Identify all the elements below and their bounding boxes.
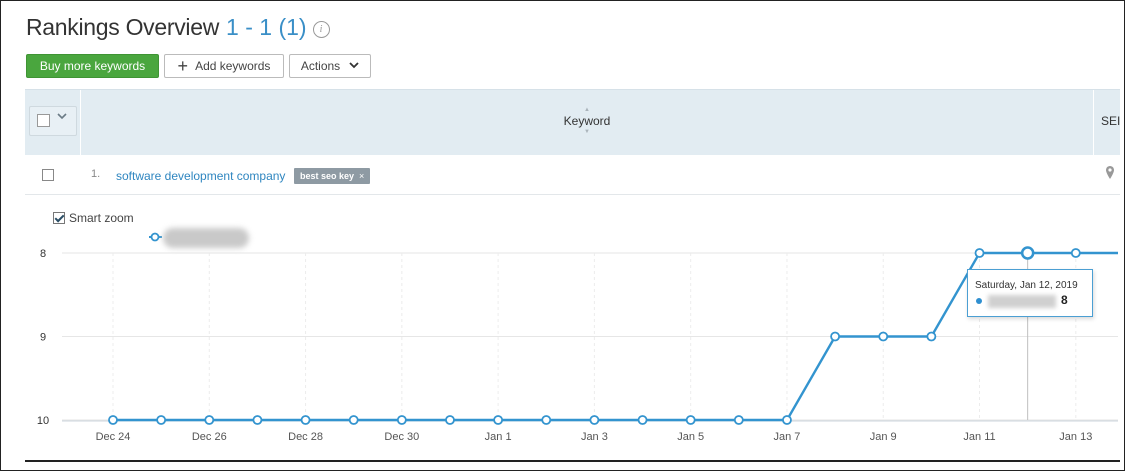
row-number: 1. (91, 168, 101, 180)
data-point[interactable] (108, 415, 118, 425)
x-tick-label: Jan 1 (485, 431, 512, 443)
highlighted-data-point[interactable] (1020, 246, 1035, 260)
keyword-column-header[interactable]: ▲ Keyword ▼ (545, 106, 629, 136)
x-tick-label: Dec 24 (96, 431, 131, 443)
y-tick-label: 8 (40, 248, 46, 260)
info-icon[interactable]: i (312, 21, 330, 38)
add-keywords-label: Add keywords (195, 59, 271, 73)
location-pin-icon (1106, 166, 1114, 179)
data-point[interactable] (300, 415, 311, 425)
buy-more-keywords-button[interactable]: Buy more keywords (26, 54, 159, 78)
data-point[interactable] (252, 415, 263, 425)
tooltip-series-name-blurred (988, 295, 1056, 308)
keyword-count: 1 - 1 (1) (226, 14, 307, 40)
data-point[interactable] (926, 331, 937, 342)
chart-legend[interactable] (149, 232, 162, 242)
tooltip-value: 8 (1061, 293, 1068, 307)
sort-up-icon: ▲ (584, 107, 590, 113)
data-point[interactable] (685, 415, 696, 425)
buy-more-keywords-label: Buy more keywords (39, 59, 146, 73)
row-checkbox[interactable] (42, 169, 54, 181)
data-point[interactable] (733, 415, 744, 425)
data-point[interactable] (830, 331, 840, 342)
tooltip-series-dot (976, 298, 982, 304)
smart-zoom-label: Smart zoom (69, 211, 134, 225)
x-tick-label: Dec 30 (384, 431, 419, 443)
actions-dropdown[interactable]: Actions (289, 54, 371, 78)
se-column-header[interactable]: SEI (1101, 114, 1121, 128)
table-header: ▲ Keyword ▼ SEI (25, 89, 1120, 155)
actions-label: Actions (300, 59, 341, 73)
page-title: Rankings Overview (26, 14, 220, 40)
chevron-down-icon (349, 61, 359, 72)
smart-zoom-toggle[interactable]: Smart zoom (53, 211, 134, 225)
sort-down-icon: ▼ (584, 129, 590, 135)
data-point[interactable] (204, 415, 215, 425)
data-point[interactable] (1070, 248, 1081, 258)
tooltip-date: Saturday, Jan 12, 2019 (975, 280, 1078, 291)
plus-icon: + (177, 56, 189, 76)
data-point[interactable] (156, 415, 167, 425)
tag-remove-icon[interactable]: × (359, 171, 365, 181)
keyword-tag[interactable]: best seo key × (294, 168, 371, 184)
column-divider (80, 90, 81, 155)
legend-series-name-blurred (163, 228, 249, 248)
x-tick-label: Dec 28 (288, 431, 323, 443)
y-tick-label: 9 (40, 332, 46, 344)
data-point[interactable] (396, 415, 407, 425)
data-point[interactable] (348, 415, 359, 425)
data-point[interactable] (589, 415, 600, 425)
keyword-tag-label: best seo key (300, 171, 355, 181)
smart-zoom-checkbox[interactable] (53, 212, 65, 224)
select-all-checkbox[interactable] (37, 114, 50, 127)
keyword-link[interactable]: software development company (116, 169, 286, 183)
add-keywords-button[interactable]: + Add keywords (164, 54, 284, 78)
x-tick-label: Jan 11 (963, 431, 995, 443)
series-line (113, 251, 1118, 422)
select-all-dropdown[interactable] (29, 106, 77, 136)
x-tick-label: Jan 13 (1059, 431, 1092, 443)
data-point[interactable] (974, 248, 985, 258)
data-point[interactable] (541, 415, 552, 425)
page-header: Rankings Overview 1 - 1 (1) i (26, 14, 330, 41)
data-point[interactable] (637, 415, 648, 425)
keyword-column-label: Keyword (563, 114, 611, 128)
data-point[interactable] (782, 415, 792, 425)
table-row: 1. software development company best seo… (25, 155, 1120, 195)
chevron-down-icon (57, 112, 67, 123)
x-tick-label: Jan 9 (870, 431, 897, 443)
x-tick-label: Dec 26 (192, 431, 227, 443)
x-tick-label: Jan 3 (581, 431, 608, 443)
legend-marker (150, 232, 160, 242)
data-point[interactable] (878, 331, 889, 342)
chart-tooltip: Saturday, Jan 12, 2019 8 (967, 269, 1093, 317)
data-point[interactable] (493, 415, 504, 425)
column-divider (1093, 90, 1094, 155)
x-tick-label: Jan 5 (677, 431, 704, 443)
data-point[interactable] (445, 415, 455, 425)
bottom-border (25, 460, 1120, 462)
x-tick-label: Jan 7 (773, 431, 800, 443)
y-tick-label: 10 (37, 415, 49, 427)
